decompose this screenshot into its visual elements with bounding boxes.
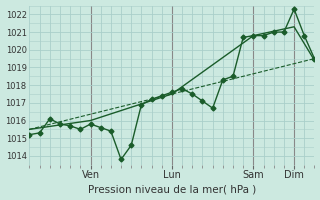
X-axis label: Pression niveau de la mer( hPa ): Pression niveau de la mer( hPa ) — [88, 184, 256, 194]
